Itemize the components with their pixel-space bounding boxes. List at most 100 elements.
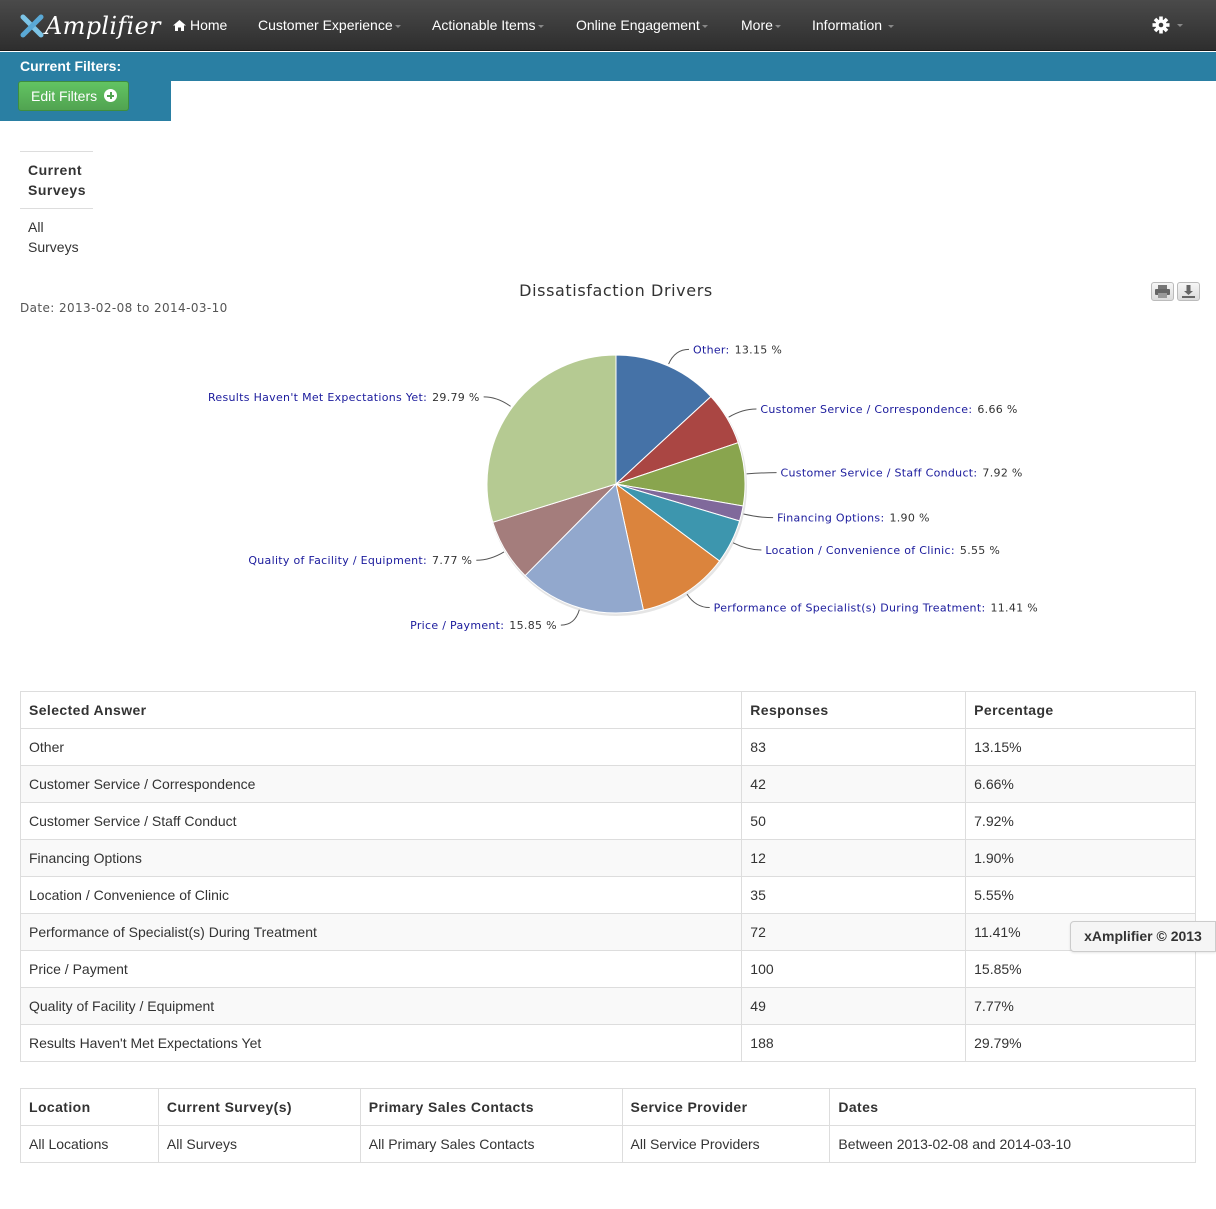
- col-header-current-surveys: Current Survey(s): [157, 1088, 361, 1126]
- cell-responses: 100: [741, 950, 967, 988]
- pie-slice[interactable]: [524, 482, 645, 614]
- pie-connector: [732, 542, 762, 551]
- home-icon: [173, 1, 186, 52]
- col-header-primary-sales-contacts: Primary Sales Contacts: [359, 1088, 623, 1126]
- table-row: Quality of Facility / Equipment 49 7.77%: [19, 987, 1196, 1025]
- settings-menu[interactable]: [1151, 15, 1183, 35]
- pie-label-value: 6.66 %: [977, 403, 1017, 416]
- edit-filters-button[interactable]: Edit Filters: [18, 81, 129, 111]
- pie-label: Performance of Specialist(s) During Trea…: [714, 602, 1038, 615]
- pie-label: Results Haven't Met Expectations Yet: 29.…: [208, 391, 480, 404]
- nav-home[interactable]: Home: [173, 0, 227, 51]
- pie-label-name: Other:: [693, 343, 730, 356]
- table-row: Price / Payment 100 15.85%: [19, 950, 1196, 988]
- pie-label-value: 11.41 %: [990, 602, 1038, 615]
- pie-connector: [686, 593, 710, 609]
- x-logo-icon: [20, 14, 44, 38]
- table-row: Customer Service / Staff Conduct 50 7.92%: [19, 802, 1196, 840]
- cell-percentage: 7.92%: [965, 802, 1196, 840]
- cell-percentage: 1.90%: [965, 839, 1196, 877]
- pie-label-value: 1.90 %: [889, 512, 929, 525]
- table-row: Results Haven't Met Expectations Yet 188 2…: [19, 1024, 1196, 1062]
- nav-label: Actionable Items: [432, 17, 536, 33]
- cell-selected-answer: Location / Convenience of Clinic: [19, 876, 743, 914]
- pie-label-value: 29.79 %: [432, 391, 480, 404]
- table-header-row: Location Current Survey(s) Primary Sales…: [20, 1088, 1196, 1126]
- cell-percentage: 15.85%: [965, 950, 1196, 988]
- pie-label-name: Customer Service / Staff Conduct:: [781, 467, 978, 480]
- table-header-row: Selected Answer Responses Percentage: [19, 691, 1196, 729]
- nav-more[interactable]: More: [741, 0, 781, 51]
- brand-name: Amplifier: [45, 12, 161, 40]
- pie-label-name: Quality of Facility / Equipment:: [248, 554, 427, 567]
- pie-label: Price / Payment: 15.85 %: [410, 619, 557, 632]
- table-row: Location / Convenience of Clinic 35 5.55%: [19, 876, 1196, 914]
- caret-down-icon: [888, 24, 895, 28]
- col-header-dates: Dates: [829, 1088, 1196, 1126]
- pie-slice[interactable]: [615, 354, 712, 486]
- caret-down-icon: [537, 24, 544, 28]
- pie-connector: [743, 513, 774, 519]
- cell-selected-answer: Results Haven't Met Expectations Yet: [19, 1024, 743, 1062]
- nav-label: Online Engagement: [576, 17, 700, 33]
- pie-label: Other: 13.15 %: [693, 343, 782, 356]
- pie-label-value: 15.85 %: [509, 619, 557, 632]
- cell-primary-sales-contacts: All Primary Sales Contacts: [359, 1125, 623, 1163]
- nav-online-engagement[interactable]: Online Engagement: [576, 0, 708, 51]
- nav-customer-experience[interactable]: Customer Experience: [258, 0, 401, 51]
- current-surveys-box: Current Surveys All Surveys: [20, 151, 93, 265]
- pie-label-value: 7.92 %: [982, 467, 1022, 480]
- current-surveys-value: All Surveys: [28, 219, 79, 255]
- cell-selected-answer: Financing Options: [19, 839, 743, 877]
- filter-bar: [0, 52, 1216, 81]
- pie-label-value: 13.15 %: [735, 343, 783, 356]
- current-surveys-header: Current Surveys: [20, 151, 93, 209]
- pie-label-name: Results Haven't Met Expectations Yet:: [208, 391, 427, 404]
- table-row: Financing Options 12 1.90%: [19, 839, 1196, 877]
- col-header-responses: Responses: [741, 691, 967, 729]
- cell-current-surveys: All Surveys: [157, 1125, 361, 1163]
- nav-label: More: [741, 17, 773, 33]
- pie-label-value: 5.55 %: [960, 544, 1000, 557]
- print-chart-button[interactable]: [1151, 282, 1174, 301]
- brand-logo[interactable]: Amplifier: [20, 10, 161, 42]
- nav-information[interactable]: Information: [812, 0, 895, 51]
- pie-connector: [560, 609, 580, 626]
- pie-chart: Other: 13.15 % Customer Service / Correspo…: [208, 343, 1038, 632]
- footer-badge: xAmplifier © 2013: [1070, 921, 1216, 952]
- pie-label-name: Price / Payment:: [410, 619, 504, 632]
- pie-label-name: Financing Options:: [777, 512, 884, 525]
- nav-actionable-items[interactable]: Actionable Items: [432, 0, 544, 51]
- pie-label-name: Performance of Specialist(s) During Trea…: [714, 602, 986, 615]
- pie-slice[interactable]: [486, 354, 617, 523]
- export-chart-button[interactable]: [1177, 282, 1200, 301]
- cell-selected-answer: Price / Payment: [19, 950, 743, 988]
- cell-responses: 49: [741, 987, 967, 1025]
- cell-responses: 35: [741, 876, 967, 914]
- printer-icon: [1155, 285, 1170, 298]
- pie-connector: [668, 348, 690, 365]
- filters-summary-table: Location Current Survey(s) Primary Sales…: [20, 1088, 1196, 1163]
- table-row: All Locations All Surveys All Primary Sa…: [20, 1125, 1196, 1163]
- pie-label: Location / Convenience of Clinic: 5.55 %: [765, 544, 1000, 557]
- caret-down-icon: [394, 24, 401, 28]
- nav-label: Information: [812, 17, 883, 33]
- chart-subtitle: Date: 2013-02-08 to 2014-03-10: [20, 301, 228, 315]
- gear-icon: [1152, 16, 1183, 34]
- cell-location: All Locations: [20, 1125, 159, 1163]
- pie-connector: [476, 551, 505, 561]
- cell-percentage: 5.55%: [965, 876, 1196, 914]
- col-header-percentage: Percentage: [965, 691, 1196, 729]
- caret-down-icon: [774, 24, 781, 28]
- pie-slice[interactable]: [615, 482, 721, 611]
- pie-label-name: Customer Service / Correspondence:: [760, 403, 972, 416]
- pie-connector: [728, 408, 757, 418]
- cell-percentage: 13.15%: [965, 728, 1196, 766]
- table-row: Other 83 13.15%: [19, 728, 1196, 766]
- pie-connector: [483, 396, 511, 407]
- col-header-location: Location: [20, 1088, 159, 1126]
- cell-responses: 72: [741, 913, 967, 951]
- pie-connector: [746, 472, 777, 475]
- pie-label: Customer Service / Correspondence: 6.66 %: [760, 403, 1017, 416]
- cell-selected-answer: Performance of Specialist(s) During Trea…: [19, 913, 743, 951]
